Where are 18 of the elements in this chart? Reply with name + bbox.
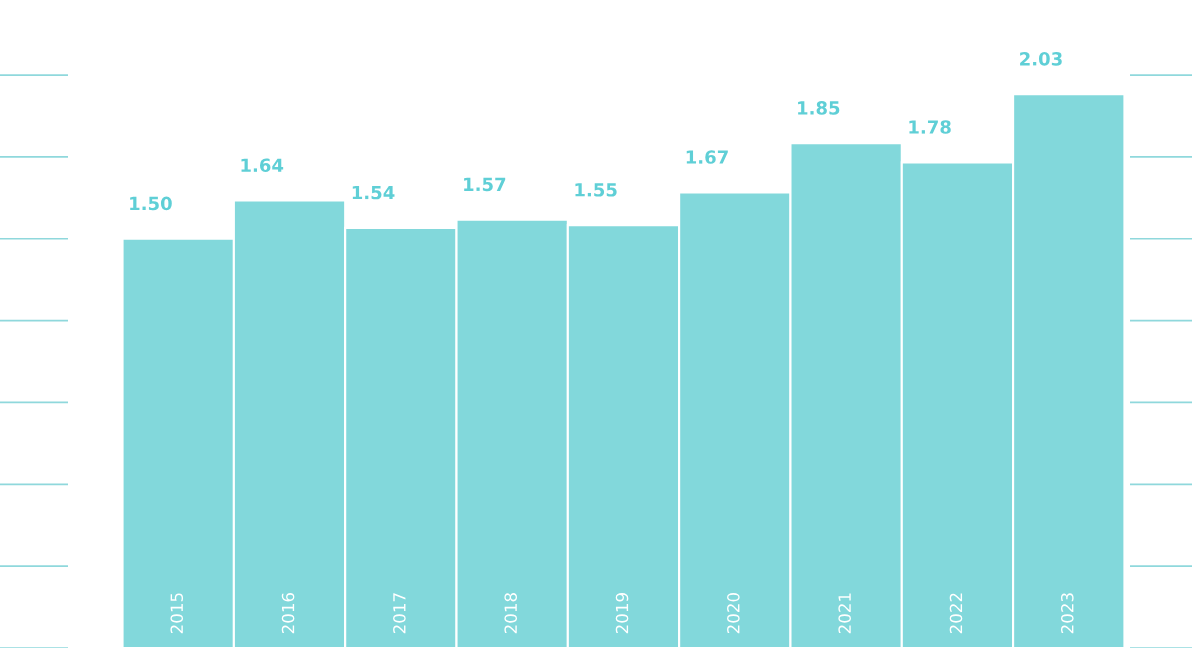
data-label: 1.85 [798,101,840,115]
x-tick-label: 2016 [281,592,295,634]
x-tick-label: 2020 [727,593,740,634]
data-label: 2.03 [1020,52,1062,66]
x-tick-label: 2021 [838,593,851,634]
x-tick-label: 2019 [615,593,629,634]
x-tick-label: 2023 [1061,593,1074,634]
x-tick-label: 2018 [504,593,518,634]
data-label: 1.57 [464,177,506,192]
data-label: 1.50 [130,196,172,211]
data-label: 1.55 [575,183,617,197]
x-tick-label: 2022 [949,593,963,634]
data-label: 1.54 [352,185,395,200]
x-tick-label: 2015 [170,593,184,634]
x-tick-label: 2017 [393,593,406,634]
data-label: 1.78 [909,120,951,134]
data-label: 1.64 [241,158,284,173]
data-label: 1.67 [686,150,728,164]
